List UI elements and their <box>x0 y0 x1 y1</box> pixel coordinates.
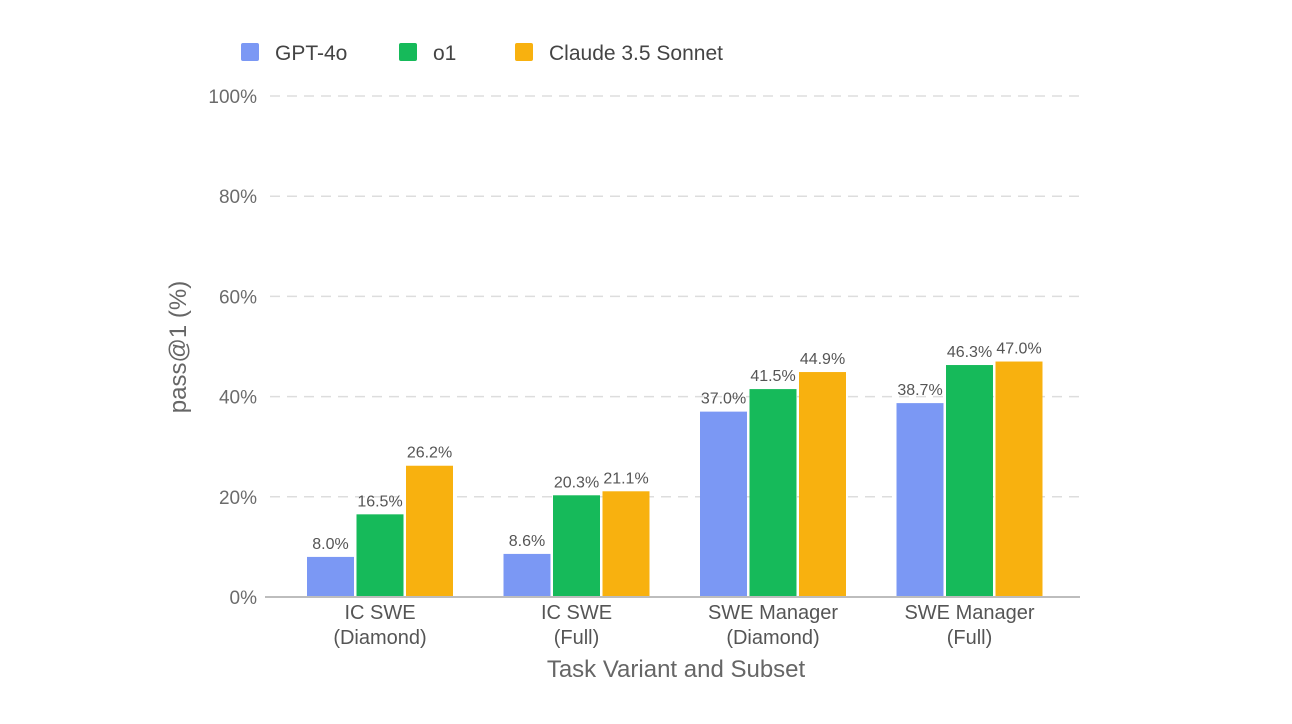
data-label: 8.0% <box>312 536 348 553</box>
y-tick-label: 60% <box>219 287 257 308</box>
legend: GPT-4o o1 Claude 3.5 Sonnet <box>241 42 723 65</box>
x-tick-label: SWE Manager <box>904 602 1034 624</box>
legend-swatch <box>515 43 533 61</box>
bar <box>503 553 551 597</box>
bar <box>700 411 747 597</box>
bar <box>406 465 453 597</box>
data-label: 20.3% <box>554 474 599 491</box>
data-label: 38.7% <box>897 382 942 399</box>
bar <box>553 495 600 597</box>
x-tick-label: IC SWE <box>541 602 612 624</box>
y-tick-label: 100% <box>208 87 257 108</box>
x-tick-label: (Diamond) <box>726 627 819 649</box>
data-label: 44.9% <box>800 351 845 368</box>
data-label: 47.0% <box>996 341 1041 358</box>
x-axis-categories: IC SWE (Diamond) IC SWE (Full) SWE Manager (D… <box>333 602 1035 649</box>
bar <box>946 365 993 597</box>
legend-swatch <box>241 43 259 61</box>
bar <box>799 372 846 597</box>
data-label: 16.5% <box>357 493 402 510</box>
x-tick-label: (Diamond) <box>333 627 426 649</box>
x-tick-label: IC SWE <box>344 602 415 624</box>
y-tick-label: 80% <box>219 187 257 208</box>
bar <box>896 403 944 597</box>
data-label: 37.0% <box>701 391 746 408</box>
y-tick-label: 0% <box>230 588 258 609</box>
data-labels: 8.0% 16.5% 26.2% 8.6% 20.3% 21.1% 37.0%41.5% 44… <box>312 341 1041 553</box>
bars <box>307 361 1043 597</box>
y-axis-ticks: 0% 20% 40% 60% 80% 100% <box>208 87 257 609</box>
y-tick-label: 40% <box>219 388 257 409</box>
x-tick-label: SWE Manager <box>708 602 838 624</box>
bar <box>356 514 404 597</box>
data-label: 8.6% <box>509 533 545 550</box>
legend-label: Claude 3.5 Sonnet <box>549 42 723 65</box>
data-label: 21.1% <box>603 470 648 487</box>
legend-label: o1 <box>433 42 456 65</box>
legend-label: GPT-4o <box>275 42 347 65</box>
legend-swatch <box>399 43 417 61</box>
x-axis-title: Task Variant and Subset <box>547 656 806 683</box>
data-label: 41.5% <box>750 368 795 385</box>
bar <box>995 361 1043 597</box>
bar <box>602 491 650 597</box>
y-tick-label: 20% <box>219 488 257 509</box>
y-axis-title: pass@1 (%) <box>165 281 192 413</box>
x-tick-label: (Full) <box>554 627 600 649</box>
bar <box>307 556 354 597</box>
data-label: 26.2% <box>407 445 452 462</box>
data-label: 46.3% <box>947 344 992 361</box>
bar <box>749 389 797 597</box>
x-tick-label: (Full) <box>947 627 993 649</box>
